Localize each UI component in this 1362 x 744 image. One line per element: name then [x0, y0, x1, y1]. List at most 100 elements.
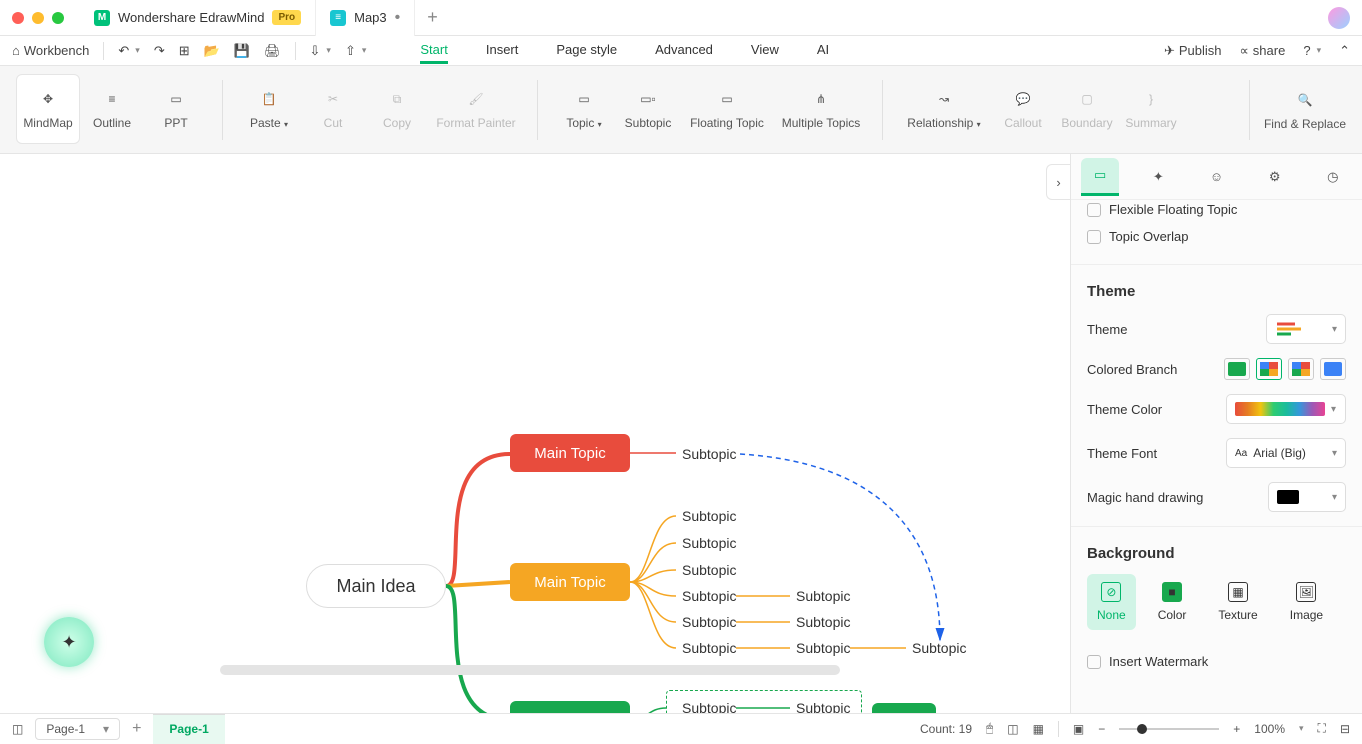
zoom-in-button[interactable]: +: [1233, 722, 1240, 736]
find-replace-button[interactable]: 🔍 Find & Replace: [1258, 75, 1352, 145]
node-main-topic-1[interactable]: Main Topic: [510, 563, 630, 601]
horizontal-scrollbar[interactable]: [220, 665, 840, 675]
layout2-icon[interactable]: ▦: [1033, 722, 1044, 736]
app-tab-edrawmind[interactable]: M Wondershare EdrawMind Pro: [80, 0, 316, 36]
layout1-icon[interactable]: ◫: [1007, 722, 1018, 736]
sub-b2d-0[interactable]: Subtopic: [912, 640, 966, 656]
chk-flexible-floating[interactable]: Flexible Floating Topic: [1087, 200, 1346, 223]
workbench-button[interactable]: ⌂ Workbench: [12, 43, 89, 58]
theme-font-picker[interactable]: AaArial (Big)▾: [1226, 438, 1346, 468]
mouse-mode-icon[interactable]: 🖱: [986, 721, 993, 736]
workarea: Main Idea Main Topic Main Topic Main Topic…: [0, 154, 1362, 713]
chk-topic-overlap[interactable]: Topic Overlap: [1087, 223, 1346, 250]
min-dot[interactable]: [32, 12, 44, 24]
titlebar: M Wondershare EdrawMind Pro ≡ Map3 • +: [0, 0, 1362, 36]
floating-topic-icon: ▭: [716, 88, 738, 110]
branch-option-3[interactable]: [1320, 358, 1346, 380]
sub-b2-3[interactable]: Subtopic: [682, 588, 736, 604]
doc-tab-map3[interactable]: ≡ Map3 •: [316, 0, 415, 36]
redo-button[interactable]: ↷: [154, 43, 165, 59]
menu-insert[interactable]: Insert: [486, 38, 519, 64]
max-dot[interactable]: [52, 12, 64, 24]
ribbon-relationship[interactable]: ↝Relationship ▾: [897, 74, 991, 144]
ribbon-format-painter: 🖌Format Painter: [429, 74, 523, 144]
page-selector[interactable]: Page-1▾: [35, 718, 120, 740]
new-button[interactable]: ⊞: [179, 43, 190, 59]
sub-b1-1[interactable]: Subtopic: [682, 446, 736, 462]
node-main-idea[interactable]: Main Idea: [306, 564, 446, 608]
import-button[interactable]: ⇩: [310, 43, 331, 59]
menu-start[interactable]: Start: [420, 38, 447, 64]
save-button[interactable]: 💾: [234, 43, 250, 59]
menu-pagestyle[interactable]: Page style: [556, 38, 617, 64]
chk-watermark[interactable]: Insert Watermark: [1087, 648, 1346, 675]
share-button[interactable]: ∝ share: [1240, 43, 1286, 59]
panel-collapse-button[interactable]: ›: [1046, 164, 1070, 200]
add-tab-button[interactable]: +: [415, 7, 450, 28]
panel-tab-style[interactable]: ✦: [1139, 158, 1177, 196]
sub-b2-4[interactable]: Subtopic: [682, 614, 736, 630]
ribbon-topic[interactable]: ▭Topic ▾: [552, 74, 616, 144]
close-dot[interactable]: [12, 12, 24, 24]
sub-b2-2[interactable]: Subtopic: [682, 562, 736, 578]
sub-b2c-2[interactable]: Subtopic: [796, 640, 850, 656]
ai-assistant-button[interactable]: ✦: [44, 617, 94, 667]
branch-option-2[interactable]: [1288, 358, 1314, 380]
ribbon-ppt[interactable]: ▭PPT: [144, 74, 208, 144]
fit-icon[interactable]: ▣: [1073, 722, 1084, 736]
user-avatar[interactable]: [1328, 7, 1350, 29]
fullscreen-icon[interactable]: ⛶: [1318, 721, 1326, 736]
panel-tab-clipart[interactable]: ⚙: [1256, 158, 1294, 196]
branch-option-1[interactable]: [1256, 358, 1282, 380]
export-button[interactable]: ⇧: [345, 43, 366, 59]
menu-advanced[interactable]: Advanced: [655, 38, 713, 64]
format-panel: ▭ ✦ ☺ ⚙ ◷ Flexible Floating Topic Topic …: [1070, 154, 1362, 713]
ribbon-paste[interactable]: 📋Paste ▾: [237, 74, 301, 144]
bg-option-color[interactable]: ■Color: [1148, 574, 1197, 630]
bg-option-image[interactable]: 🖼Image: [1280, 574, 1333, 630]
ribbon-multiple-topics[interactable]: ⋔Multiple Topics: [774, 74, 868, 144]
callout-icon: 💬: [1012, 88, 1034, 110]
panel-tab-page[interactable]: ▭: [1081, 158, 1119, 196]
node-unit[interactable]: UNIT: [872, 703, 936, 713]
clock-icon: ◷: [1327, 169, 1338, 185]
sub-b2-1[interactable]: Subtopic: [682, 535, 736, 551]
add-page-button[interactable]: +: [132, 720, 141, 738]
page-tab-1[interactable]: Page-1: [153, 714, 224, 744]
minimize-panel-icon[interactable]: ⊟: [1340, 722, 1350, 736]
ribbon-mindmap[interactable]: ✥MindMap: [16, 74, 80, 144]
undo-button[interactable]: ↶: [118, 43, 139, 59]
smile-icon: ☺: [1210, 169, 1223, 184]
theme-picker[interactable]: ▾: [1266, 314, 1346, 344]
help-button[interactable]: ?: [1303, 43, 1321, 58]
bg-option-texture[interactable]: ▦Texture: [1208, 574, 1267, 630]
sub-b2-0[interactable]: Subtopic: [682, 508, 736, 524]
theme-color-picker[interactable]: ▾: [1226, 394, 1346, 424]
sub-b2-5[interactable]: Subtopic: [682, 640, 736, 656]
subtopic-icon: ▭▫: [637, 88, 659, 110]
menu-view[interactable]: View: [751, 38, 779, 64]
open-button[interactable]: 📂: [204, 43, 220, 59]
branch-option-0[interactable]: [1224, 358, 1250, 380]
ribbon-subtopic[interactable]: ▭▫Subtopic: [616, 74, 680, 144]
ribbon-floating-topic[interactable]: ▭Floating Topic: [680, 74, 774, 144]
panel-tab-icon[interactable]: ☺: [1197, 158, 1235, 196]
ribbon-callout: 💬Callout: [991, 74, 1055, 144]
sub-b2c-1[interactable]: Subtopic: [796, 614, 850, 630]
node-main-topic-2[interactable]: Main Topic: [510, 701, 630, 713]
collapse-ribbon-button[interactable]: ⌃: [1339, 43, 1350, 59]
magic-hand-picker[interactable]: ▾: [1268, 482, 1346, 512]
zoom-out-button[interactable]: −: [1098, 722, 1105, 736]
bg-option-none[interactable]: ⊘None: [1087, 574, 1136, 630]
print-button[interactable]: 🖨: [264, 43, 281, 59]
menu-ai[interactable]: AI: [817, 38, 829, 64]
node-main-topic-0[interactable]: Main Topic: [510, 434, 630, 472]
zoom-slider[interactable]: [1119, 728, 1219, 730]
publish-button[interactable]: ✈ Publish: [1164, 43, 1222, 59]
boundary-group[interactable]: [666, 690, 862, 713]
panel-tab-history[interactable]: ◷: [1314, 158, 1352, 196]
canvas[interactable]: Main Idea Main Topic Main Topic Main Topic…: [0, 154, 1070, 713]
sidebar-toggle-icon[interactable]: ◫: [12, 722, 23, 736]
sub-b2c-0[interactable]: Subtopic: [796, 588, 850, 604]
ribbon-outline[interactable]: ≡Outline: [80, 74, 144, 144]
